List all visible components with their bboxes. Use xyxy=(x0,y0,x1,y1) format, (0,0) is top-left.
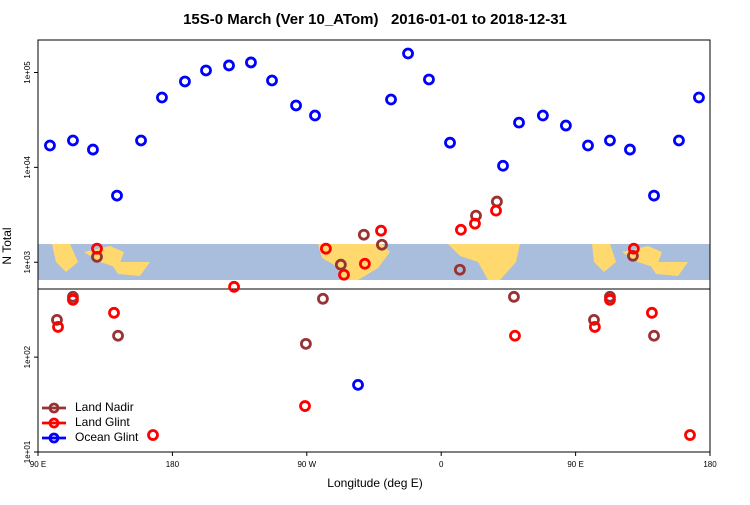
plot-frame xyxy=(37,39,711,453)
point xyxy=(67,293,79,306)
x-tick-label: 90 E xyxy=(567,460,583,469)
point xyxy=(497,159,509,172)
x-tick-label: 0 xyxy=(439,460,444,469)
point xyxy=(357,228,370,241)
point xyxy=(648,329,660,342)
point xyxy=(588,321,601,333)
point xyxy=(627,242,640,255)
point xyxy=(309,109,321,122)
axes: 90 E 180 90 W 0 90 E 180 1e+01 1e+02 1e+03 1e+04 1… xyxy=(23,61,717,469)
y-tick-label: 1e+02 xyxy=(23,345,32,368)
point xyxy=(91,242,103,255)
x-tick-label: 90 E xyxy=(30,460,46,469)
point xyxy=(358,257,371,270)
point xyxy=(385,93,397,106)
legend-label: Land Nadir xyxy=(75,400,134,414)
point xyxy=(627,249,639,262)
y-axis-label: N Total xyxy=(0,227,14,264)
point xyxy=(673,134,685,147)
point xyxy=(317,292,329,305)
point xyxy=(112,329,124,342)
point xyxy=(67,134,79,147)
point xyxy=(338,268,350,281)
point xyxy=(444,136,456,149)
x-tick-label: 90 W xyxy=(297,460,316,469)
point xyxy=(453,263,466,276)
points xyxy=(44,47,705,441)
x-tick-label: 180 xyxy=(166,460,180,469)
point xyxy=(290,99,302,112)
point xyxy=(266,74,278,87)
point xyxy=(200,64,212,77)
legend-marker xyxy=(48,402,60,414)
point xyxy=(491,195,503,208)
point xyxy=(223,59,235,72)
point xyxy=(147,429,159,441)
point xyxy=(588,313,600,326)
point xyxy=(87,143,99,156)
y-tick-label: 1e+04 xyxy=(23,156,32,179)
x-axis-label: Longitude (deg E) xyxy=(327,476,422,490)
x-tick-label: 180 xyxy=(703,460,717,469)
point xyxy=(135,134,147,147)
point xyxy=(228,280,240,293)
point xyxy=(604,134,616,147)
point xyxy=(402,47,414,60)
point xyxy=(684,429,696,441)
map-band xyxy=(38,244,710,290)
y-tick-label: 1e+03 xyxy=(23,250,32,273)
point xyxy=(582,139,594,152)
point xyxy=(513,116,525,129)
y-tick-label: 1e+05 xyxy=(23,61,32,84)
point xyxy=(320,242,332,255)
point xyxy=(559,119,572,132)
point xyxy=(375,224,387,237)
point xyxy=(469,217,481,230)
point xyxy=(455,223,467,236)
point xyxy=(646,306,658,319)
point xyxy=(536,109,549,122)
point xyxy=(508,290,520,303)
point xyxy=(245,56,257,69)
point xyxy=(44,139,56,152)
point xyxy=(490,204,502,217)
legend-label: Ocean Glint xyxy=(75,430,139,444)
legend-marker xyxy=(48,417,60,429)
y-tick-label: 1e+01 xyxy=(23,440,32,463)
point xyxy=(509,329,521,342)
point xyxy=(604,293,616,306)
point xyxy=(111,189,123,202)
point xyxy=(352,378,364,391)
point xyxy=(693,91,705,104)
point xyxy=(376,238,388,251)
point xyxy=(52,321,64,333)
point xyxy=(156,91,168,104)
point xyxy=(299,400,311,412)
point xyxy=(423,73,435,86)
point xyxy=(108,306,120,319)
point xyxy=(300,337,312,350)
point xyxy=(179,75,191,88)
legend-marker xyxy=(48,432,60,444)
point xyxy=(334,258,347,271)
point xyxy=(624,143,636,156)
chart-title: 15S-0 March (Ver 10_ATom) 2016-01-01 to … xyxy=(183,11,567,28)
legend-label: Land Glint xyxy=(75,415,130,429)
point xyxy=(51,313,63,326)
point xyxy=(648,189,660,202)
